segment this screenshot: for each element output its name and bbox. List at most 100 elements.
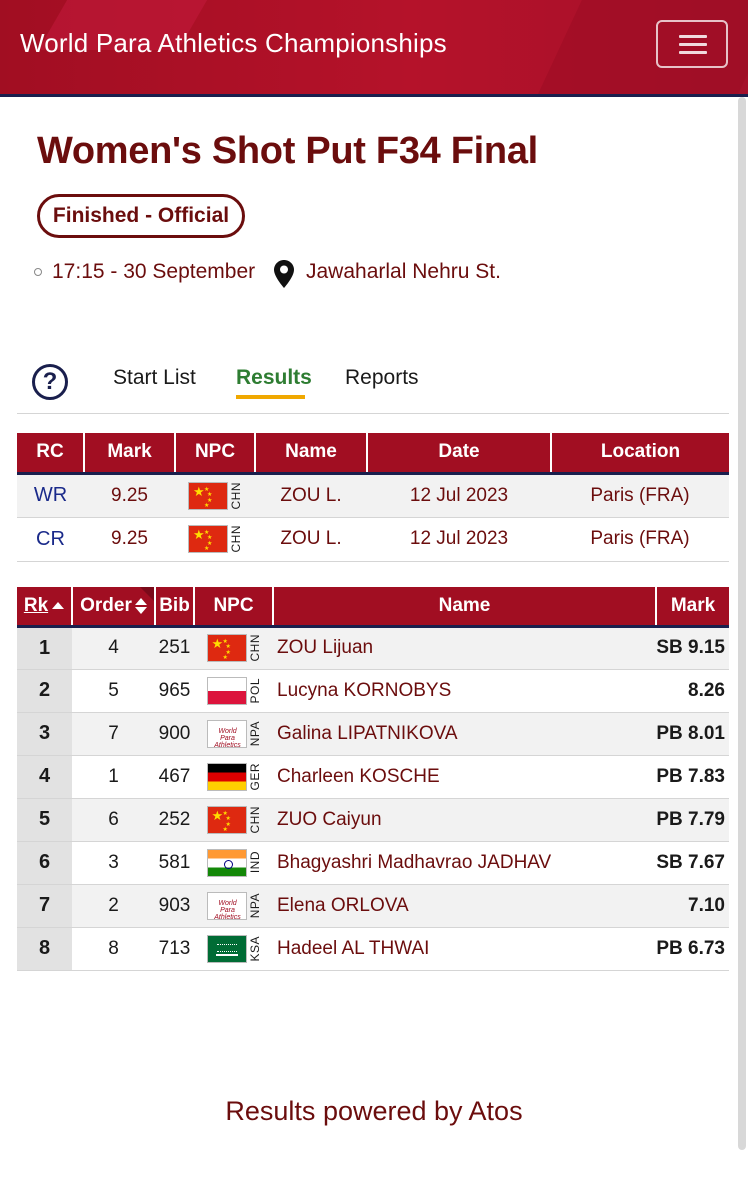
rank: 6 [17, 841, 72, 885]
event-time: 17:15 - 30 September [52, 260, 256, 283]
column-header-npc: NPC [175, 433, 256, 475]
rank: 2 [17, 669, 72, 713]
npc-code: NPA [247, 720, 262, 747]
record-date: 12 Jul 2023 [367, 473, 551, 518]
saudi-arabia-flag-icon [206, 934, 247, 963]
mark: PB 8.01 [656, 712, 729, 756]
hamburger-menu-button[interactable] [656, 20, 728, 68]
result-row[interactable]: 4 1 467 GER Charleen KOSCHE PB 7.83 [17, 755, 729, 799]
bib: 903 [155, 884, 194, 928]
athlete-name[interactable]: Hadeel AL THWAI [273, 927, 656, 971]
tab-start-list[interactable]: Start List [113, 366, 196, 389]
npc: KSA [194, 927, 273, 971]
athlete-name[interactable]: Galina LIPATNIKOVA [273, 712, 656, 756]
column-header-location: Location [551, 433, 729, 475]
tab-reports[interactable]: Reports [345, 366, 419, 389]
result-row[interactable]: 2 5 965 POL Lucyna KORNOBYS 8.26 [17, 669, 729, 713]
athlete-name[interactable]: Charleen KOSCHE [273, 755, 656, 799]
result-row[interactable]: 1 4 251 ★ ★ ★ ★ ★ CHN ZOU Lijuan SB 9.15 [17, 626, 729, 670]
clock-icon [34, 268, 42, 276]
sort-icon [134, 597, 147, 614]
athlete-name[interactable]: ZUO Caiyun [273, 798, 656, 842]
page-scrollbar[interactable] [738, 97, 746, 1150]
rank: 7 [17, 884, 72, 928]
athlete-name[interactable]: Elena ORLOVA [273, 884, 656, 928]
order: 1 [72, 755, 155, 799]
menu-icon-bar [679, 51, 707, 54]
npc: World Para Athletics NPA [194, 712, 273, 756]
record-mark: 9.25 [84, 473, 175, 518]
bib: 713 [155, 927, 194, 971]
menu-icon-bar [679, 35, 707, 38]
bib: 252 [155, 798, 194, 842]
athlete-name[interactable]: Bhagyashri Madhavrao JADHAV [273, 841, 656, 885]
npc: World Para Athletics NPA [194, 884, 273, 928]
column-header-name: Name [273, 587, 657, 628]
mark: 7.10 [656, 884, 729, 928]
column-header-order[interactable]: Order [72, 587, 156, 628]
npc-code: GER [247, 762, 262, 791]
world-para-athletics-logo-icon: World Para Athletics [206, 719, 247, 748]
column-header-mark: Mark [656, 587, 729, 628]
app-header: World Para Athletics Championships [0, 0, 748, 94]
record-holder: ZOU L. [255, 517, 367, 562]
column-header-bib: Bib [155, 587, 195, 628]
poland-flag-icon [206, 676, 247, 705]
npc-code: CHN [247, 805, 262, 834]
column-header-npc: NPC [194, 587, 274, 628]
result-row[interactable]: 5 6 252 ★ ★ ★ ★ ★ CHN ZUO Caiyun PB 7.79 [17, 798, 729, 842]
npc-code: CHN [229, 525, 243, 553]
active-tab-indicator [236, 395, 305, 399]
event-venue: Jawaharlal Nehru St. [306, 260, 501, 283]
bib: 467 [155, 755, 194, 799]
record-type: WR [17, 473, 84, 518]
athlete-name[interactable]: Lucyna KORNOBYS [273, 669, 656, 713]
column-header-mark: Mark [84, 433, 176, 475]
event-title: Women's Shot Put F34 Final [37, 130, 538, 172]
tab-results[interactable]: Results [236, 366, 312, 389]
rank: 5 [17, 798, 72, 842]
bib: 581 [155, 841, 194, 885]
app-title[interactable]: World Para Athletics Championships [20, 28, 447, 58]
status-badge: Finished - Official [37, 194, 245, 238]
bib: 900 [155, 712, 194, 756]
mark: PB 7.83 [656, 755, 729, 799]
npc: ★ ★ ★ ★ ★ CHN [194, 798, 273, 842]
record-row: CR 9.25 ★ ★ ★ ★ ★ CHN ZOU L. 12 Jul 2023 Par… [17, 517, 729, 562]
world-para-athletics-logo-icon: World Para Athletics [206, 891, 247, 920]
results-header-row: Rk Order Bib NPC Name Mark [17, 587, 729, 628]
mark: PB 7.79 [656, 798, 729, 842]
help-icon[interactable]: ? [32, 364, 68, 400]
record-row: WR 9.25 ★ ★ ★ ★ ★ CHN ZOU L. 12 Jul 2023 Par… [17, 473, 729, 518]
rank-header-label: Rk [23, 594, 49, 616]
footer-credit: Results powered by Atos [225, 1096, 523, 1126]
records-table: RC Mark NPC Name Date Location WR 9.25 ★… [17, 433, 729, 562]
column-header-rank[interactable]: Rk [17, 587, 73, 628]
result-row[interactable]: 7 2 903 World Para Athletics NPA Elena ORLOVA… [17, 884, 729, 928]
record-type: CR [17, 517, 84, 562]
rank: 4 [17, 755, 72, 799]
result-row[interactable]: 3 7 900 World Para Athletics NPA Galina LIPAT… [17, 712, 729, 756]
column-header-date: Date [367, 433, 552, 475]
result-row[interactable]: 6 3 581 IND Bhagyashri Madhavrao JADHAV SB 7.… [17, 841, 729, 885]
results-table: Rk Order Bib NPC Name Mark 1 4 251 ★ ★ ★ ★ ★ CHN… [17, 587, 729, 971]
menu-icon-bar [679, 43, 707, 46]
mark: SB 7.67 [656, 841, 729, 885]
bib: 965 [155, 669, 194, 713]
order: 3 [72, 841, 155, 885]
records-header-row: RC Mark NPC Name Date Location [17, 433, 729, 475]
column-header-name: Name [255, 433, 368, 475]
npc-code: KSA [247, 935, 262, 962]
record-npc: ★ ★ ★ ★ ★ CHN [175, 517, 255, 562]
athlete-name[interactable]: ZOU Lijuan [273, 626, 656, 670]
npc: ★ ★ ★ ★ ★ CHN [194, 626, 273, 670]
record-npc: ★ ★ ★ ★ ★ CHN [175, 473, 255, 518]
mark: PB 6.73 [656, 927, 729, 971]
china-flag-icon: ★ ★ ★ ★ ★ [206, 634, 247, 662]
order: 6 [72, 798, 155, 842]
npc-code: CHN [247, 634, 262, 662]
header-corner-decoration [140, 587, 154, 601]
result-row[interactable]: 8 8 713 KSA Hadeel AL THWAI PB 6.73 [17, 927, 729, 971]
order: 4 [72, 626, 155, 670]
npc-code: NPA [247, 892, 262, 919]
